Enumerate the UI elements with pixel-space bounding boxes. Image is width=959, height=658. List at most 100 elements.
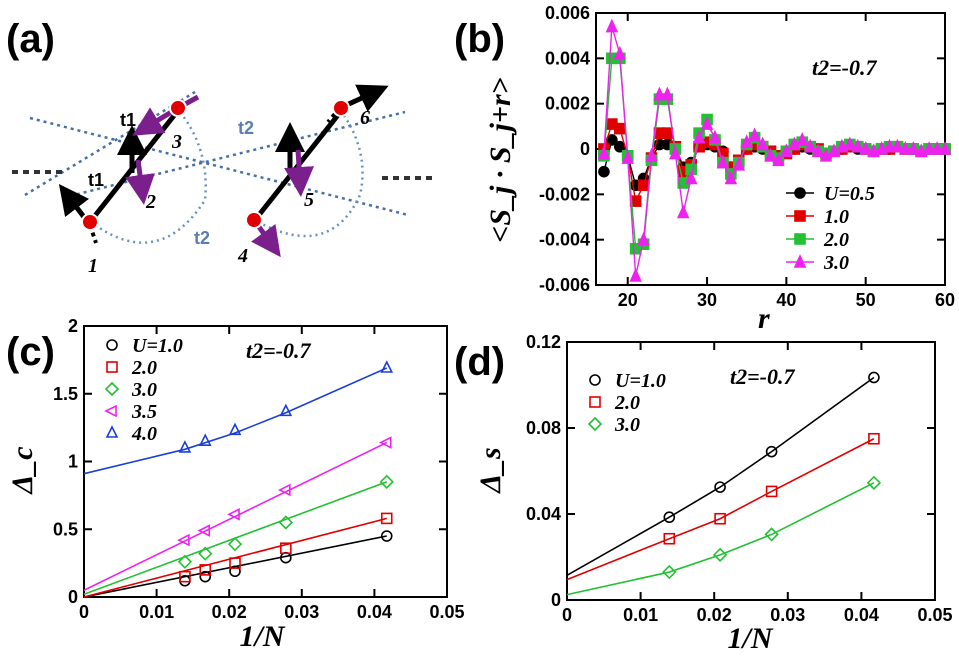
c-legend-label: 3.0 bbox=[131, 379, 157, 401]
c-point bbox=[177, 533, 190, 547]
c-point bbox=[199, 564, 212, 576]
b-point bbox=[891, 138, 904, 153]
b-ytick-label: -0.002 bbox=[539, 184, 590, 204]
b-legend-marker bbox=[794, 233, 806, 245]
panel-d-annotation: t2=-0.7 bbox=[730, 364, 795, 389]
spin-arrow-5-down bbox=[284, 149, 315, 197]
c-legend-marker bbox=[106, 361, 118, 373]
b-xtick-label: 50 bbox=[856, 290, 876, 310]
site-label-5: 5 bbox=[304, 189, 314, 211]
site-4 bbox=[245, 211, 263, 229]
d-legend-marker bbox=[587, 416, 603, 432]
b-point bbox=[708, 129, 722, 144]
d-ytick-label: 0.08 bbox=[526, 418, 561, 438]
c-ytick-label: 0.5 bbox=[53, 519, 78, 539]
d-legend-marker bbox=[589, 374, 601, 386]
b-point bbox=[645, 147, 658, 162]
b-point bbox=[795, 132, 809, 146]
site-label-3: 3 bbox=[171, 131, 182, 153]
b-point bbox=[605, 18, 619, 33]
site-label-6: 6 bbox=[360, 107, 370, 129]
b-point bbox=[748, 127, 761, 142]
c-xtick-label: 0.02 bbox=[212, 602, 247, 622]
c-ytick-label: 2 bbox=[68, 316, 78, 336]
b-xtick-label: 60 bbox=[935, 290, 955, 310]
b-point bbox=[677, 204, 690, 219]
c-point bbox=[380, 512, 393, 525]
b-point bbox=[732, 156, 746, 171]
d-point bbox=[868, 432, 880, 445]
b-point bbox=[716, 154, 730, 169]
c-fit-line-4 bbox=[83, 367, 388, 475]
c-legend-label: 4.0 bbox=[131, 423, 157, 445]
c-point bbox=[380, 530, 393, 542]
d-point bbox=[663, 532, 676, 545]
panel-label-c: (c) bbox=[6, 330, 55, 374]
c-xtick-label: 0.03 bbox=[284, 602, 319, 622]
b-point bbox=[613, 122, 626, 135]
d-xtick-label: 0.03 bbox=[770, 605, 805, 625]
c-ytick-label: 1 bbox=[68, 452, 78, 472]
d-ytick-label: 0 bbox=[551, 590, 561, 610]
spin-arrow-2-down bbox=[125, 159, 155, 205]
d-fit-line-1 bbox=[566, 438, 875, 581]
panel-b-xlabel: r bbox=[758, 302, 770, 335]
d-xtick-label: 0.02 bbox=[697, 605, 732, 625]
site-label-1: 1 bbox=[88, 255, 98, 277]
c-legend-marker bbox=[105, 425, 119, 438]
panel-d-frame bbox=[566, 341, 936, 601]
b-point bbox=[598, 165, 610, 178]
c-legend-label: 2.0 bbox=[131, 357, 157, 379]
d-point bbox=[765, 485, 778, 498]
b-point bbox=[907, 141, 920, 155]
c-point bbox=[198, 433, 212, 446]
b-ytick-label: 0.002 bbox=[545, 94, 590, 114]
b-point bbox=[661, 127, 674, 139]
site-1 bbox=[81, 213, 99, 231]
b-point bbox=[700, 116, 714, 130]
panel-label-a: (a) bbox=[6, 17, 55, 61]
c-xtick-label: 0.01 bbox=[139, 602, 174, 622]
c-point bbox=[378, 436, 392, 449]
d-fit-line-0 bbox=[566, 376, 875, 576]
c-legend-marker bbox=[106, 339, 118, 351]
panel-d-ylabel: Δ_s bbox=[474, 447, 507, 493]
c-point bbox=[177, 554, 193, 569]
c-legend-label: 3.5 bbox=[131, 401, 157, 423]
c-point bbox=[279, 403, 293, 417]
c-point bbox=[380, 360, 394, 373]
b-legend-label: U=0.5 bbox=[824, 183, 875, 205]
b-point bbox=[629, 268, 642, 282]
d-legend-label: 3.0 bbox=[614, 414, 640, 436]
d-point bbox=[714, 512, 726, 525]
c-point bbox=[197, 524, 211, 537]
b-point bbox=[811, 143, 825, 158]
c-legend-marker bbox=[104, 404, 117, 418]
site-label-4: 4 bbox=[237, 245, 248, 267]
upper-leg-bond bbox=[29, 116, 409, 217]
panel-label-b: (b) bbox=[454, 17, 505, 61]
c-point bbox=[278, 515, 293, 530]
panel-d-chart: 0 0.01 0.02 0.03 0.04 0.05 0 0.04 0.08 0.12 t2=-0… bbox=[474, 332, 953, 655]
b-point bbox=[613, 45, 627, 60]
panel-c-chart: 0 0.01 0.02 0.03 0.04 0.05 0 0.5 1 1.5 2 t2=-0.7 1… bbox=[6, 316, 465, 653]
d-xtick-label: 0 bbox=[562, 605, 572, 625]
c-point bbox=[199, 570, 212, 583]
b-legend-label: 3.0 bbox=[823, 252, 849, 274]
b-point bbox=[637, 179, 650, 192]
b-point bbox=[851, 138, 864, 153]
b-ytick-label: 0.004 bbox=[545, 48, 590, 68]
b-point bbox=[883, 138, 896, 153]
c-point bbox=[227, 508, 240, 521]
c-point bbox=[179, 570, 191, 583]
d-legend-label: U=1.0 bbox=[615, 370, 666, 392]
b-point bbox=[692, 129, 706, 144]
lattice-diagram: 1 2 3 4 5 6 t1 t1 t2 t2 bbox=[12, 84, 432, 277]
hopping-label-t2-lower: t2 bbox=[194, 228, 210, 248]
c-fit-line-3 bbox=[83, 441, 388, 591]
b-point bbox=[724, 170, 738, 185]
site-3 bbox=[169, 99, 187, 117]
d-point bbox=[712, 547, 728, 562]
c-point bbox=[178, 440, 192, 453]
